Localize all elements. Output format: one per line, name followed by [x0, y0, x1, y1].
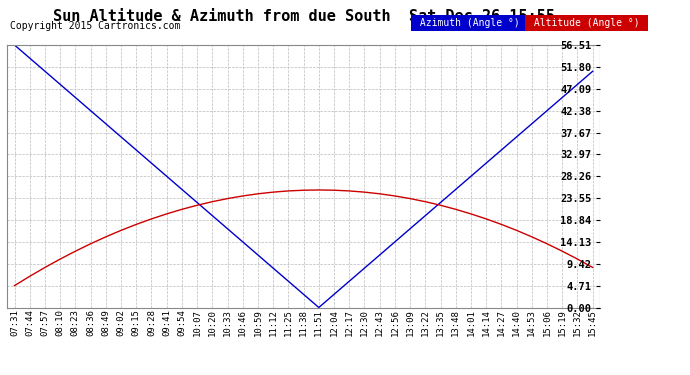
Text: Copyright 2015 Cartronics.com: Copyright 2015 Cartronics.com — [10, 21, 181, 31]
Text: Altitude (Angle °): Altitude (Angle °) — [528, 18, 645, 28]
Text: Sun Altitude & Azimuth from due South  Sat Dec 26 15:55: Sun Altitude & Azimuth from due South Sa… — [52, 9, 555, 24]
Text: Azimuth (Angle °): Azimuth (Angle °) — [414, 18, 526, 28]
